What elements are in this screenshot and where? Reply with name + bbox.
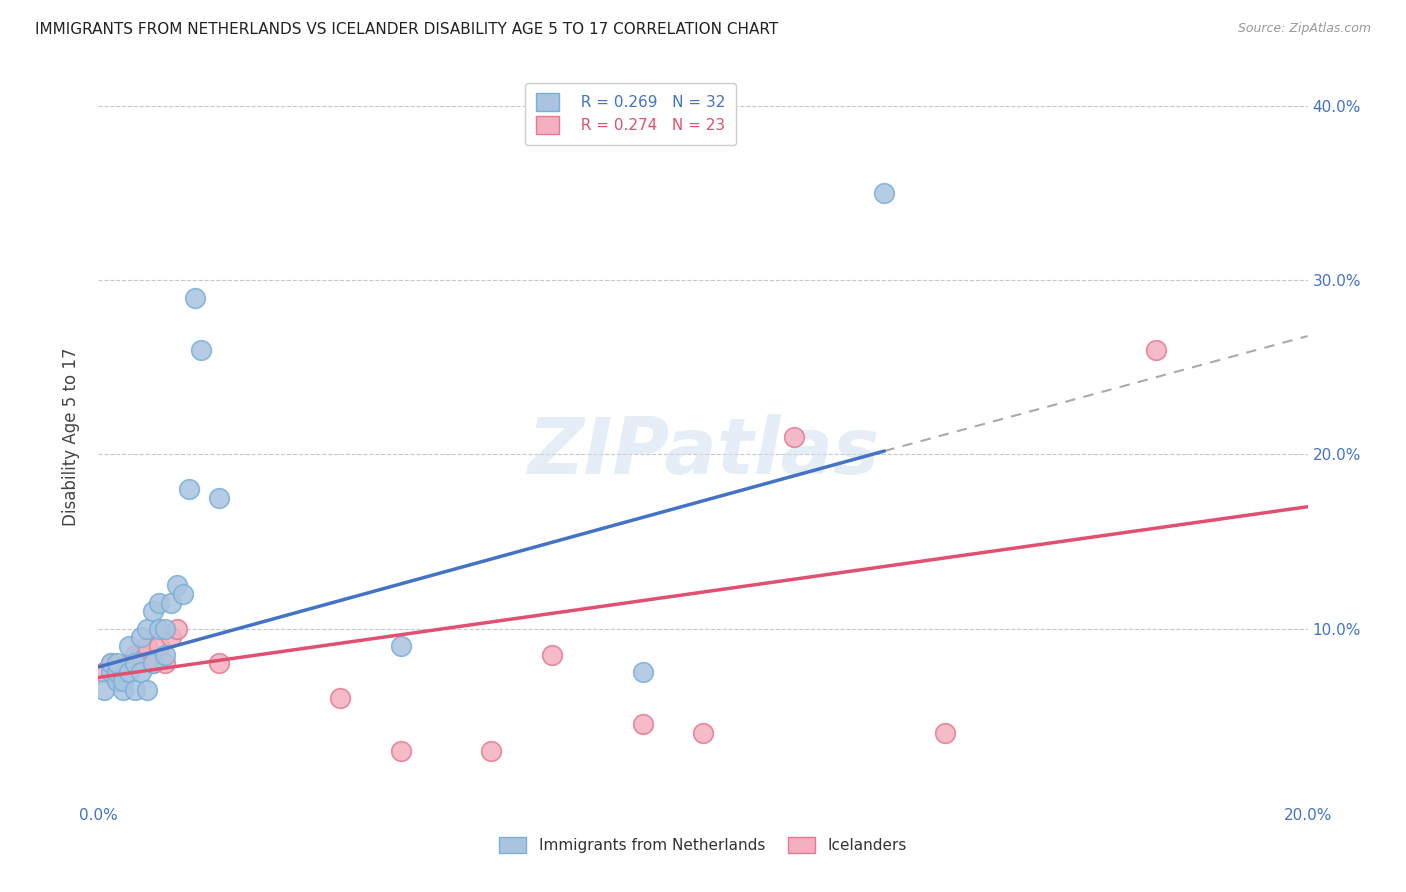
Point [118,639,141,653]
Point [148,622,170,636]
Point [153,648,176,662]
Point [135,639,157,653]
Point [153,622,176,636]
Point [1144,343,1167,357]
Point [160,631,183,645]
Point [153,657,176,671]
Point [129,648,152,662]
Point [692,726,714,740]
Text: ZIPatlas: ZIPatlas [527,414,879,490]
Point [208,657,231,671]
Point [166,622,188,636]
Point [148,639,170,653]
Y-axis label: Disability Age 5 to 17: Disability Age 5 to 17 [62,348,80,526]
Point [208,491,231,505]
Point [100,665,122,680]
Point [172,587,194,601]
Point [481,743,503,757]
Point [100,657,122,671]
Point [105,665,128,680]
Point [873,186,896,201]
Point [142,657,165,671]
Point [111,673,134,688]
Point [540,648,562,662]
Legend: Immigrants from Netherlands, Icelanders: Immigrants from Netherlands, Icelanders [491,830,915,861]
Point [93,682,115,697]
Point [111,682,134,697]
Point [142,657,165,671]
Point [105,673,128,688]
Point [100,657,122,671]
Point [129,631,152,645]
Point [389,639,412,653]
Point [166,578,188,592]
Point [631,717,654,731]
Point [142,604,165,618]
Point [135,682,157,697]
Point [124,648,146,662]
Point [124,657,146,671]
Point [783,430,806,444]
Point [118,657,141,671]
Point [111,673,134,688]
Point [105,665,128,680]
Point [105,657,128,671]
Point [129,665,152,680]
Text: IMMIGRANTS FROM NETHERLANDS VS ICELANDER DISABILITY AGE 5 TO 17 CORRELATION CHAR: IMMIGRANTS FROM NETHERLANDS VS ICELANDER… [35,22,779,37]
Text: Source: ZipAtlas.com: Source: ZipAtlas.com [1237,22,1371,36]
Point [124,682,146,697]
Point [184,291,207,305]
Point [148,595,170,609]
Point [934,726,956,740]
Point [160,595,183,609]
Point [135,622,157,636]
Point [190,343,212,357]
Point [93,665,115,680]
Point [118,665,141,680]
Point [179,483,201,497]
Point [329,691,352,706]
Point [631,665,654,680]
Point [389,743,412,757]
